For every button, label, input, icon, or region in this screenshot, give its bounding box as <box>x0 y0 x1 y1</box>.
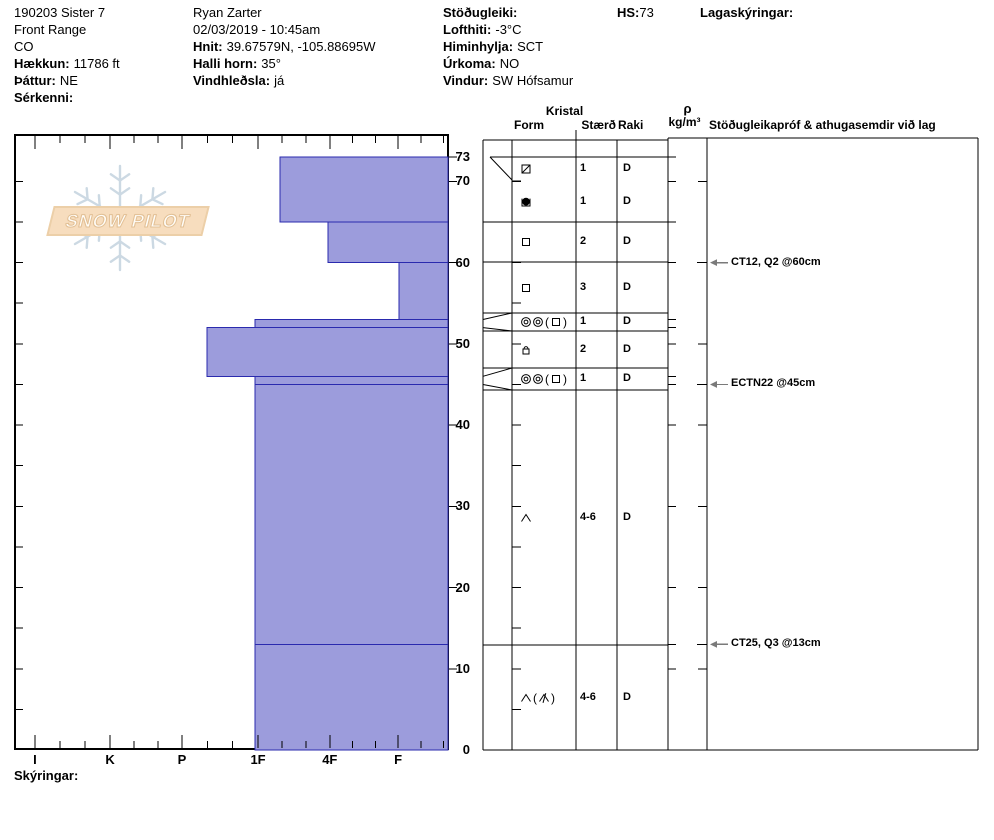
observation-datetime: 02/03/2019 - 10:45am <box>193 22 321 37</box>
layer-bar <box>254 383 449 645</box>
coords-label: Hnit: <box>193 39 223 54</box>
snowflake-arm <box>118 254 131 263</box>
special-line: Sérkenni: <box>14 89 120 106</box>
layer-leader-line <box>482 383 513 391</box>
snowflake-arm <box>85 235 89 249</box>
airtemp-value: -3°C <box>495 22 522 37</box>
snowflake-arm <box>139 194 143 208</box>
snowpilot-logo: SNOW PILOT <box>42 160 222 275</box>
special-label: Sérkenni: <box>14 90 74 105</box>
pit-range: Front Range <box>14 22 87 37</box>
observer-info-block: Ryan Zarter 02/03/2019 - 10:45am Hnit: 39… <box>193 4 376 89</box>
snow-height-label: HS: <box>617 5 640 20</box>
density-header-unit: kg/m³ <box>668 115 701 129</box>
aspect-value: NE <box>59 73 78 88</box>
snowflake-arm <box>109 254 122 263</box>
test-arrow-icon <box>710 640 717 648</box>
layer-leader-line <box>482 327 513 332</box>
wind-value: SW Hófsamur <box>492 73 574 88</box>
layer-bar <box>254 643 449 751</box>
wind-label: Vindur: <box>443 73 489 88</box>
windloading-value: já <box>274 73 285 88</box>
aspect-label: Þáttur: <box>14 73 56 88</box>
pit-id: 190203 Sister 7 <box>14 5 106 20</box>
snowflake-arm <box>85 187 89 201</box>
layer-bar <box>327 221 449 264</box>
airtemp-label: Lofthiti: <box>443 22 492 37</box>
snowflake-arm <box>151 198 164 206</box>
aspect-line: Þáttur: NE <box>14 72 120 89</box>
test-arrow-icon <box>710 259 717 267</box>
elevation-label: Hækkun: <box>14 56 70 71</box>
layer-bar <box>254 375 449 385</box>
snowflake-arm <box>151 187 155 201</box>
stability-label: Stöðugleiki: <box>443 5 518 20</box>
size-column-header: Stærð <box>581 118 616 132</box>
slope-angle-line: Halli horn: 35° <box>193 55 376 72</box>
form-column-header: Form <box>514 118 544 132</box>
sky-label: Himinhylja: <box>443 39 514 54</box>
layer-leader-line <box>482 312 513 320</box>
sky-line: Himinhylja: SCT <box>443 38 573 55</box>
layer-bar <box>254 318 449 329</box>
snowflake-arm <box>151 235 155 249</box>
coords-line: Hnit: 39.67579N, -105.88695W <box>193 38 376 55</box>
moisture-column-header: Raki <box>618 118 644 132</box>
windloading-line: Vindhleðsla: já <box>193 72 376 89</box>
slope-angle-label: Halli horn: <box>193 56 258 71</box>
coords-value: 39.67579N, -105.88695W <box>226 39 376 54</box>
layer-bar <box>398 262 449 320</box>
pit-state: CO <box>14 39 34 54</box>
slope-angle-value: 35° <box>261 56 281 71</box>
pit-info-block: 190203 Sister 7 Front Range CO Hækkun: 11… <box>14 4 120 106</box>
sky-value: SCT <box>517 39 544 54</box>
test-arrow-icon <box>710 381 717 388</box>
windloading-label: Vindhleðsla: <box>193 73 271 88</box>
density-header-rho: ρ <box>683 101 692 116</box>
wind-line: Vindur: SW Hófsamur <box>443 72 573 89</box>
snowflake-arm <box>76 198 89 206</box>
snowflake-arm <box>118 187 131 196</box>
snow-height-line: HS:73 <box>617 4 654 21</box>
precip-label: Úrkoma: <box>443 56 496 71</box>
stability-line: Stöðugleiki: <box>443 4 573 21</box>
precip-line: Úrkoma: NO <box>443 55 573 72</box>
observer-name: Ryan Zarter <box>193 5 262 20</box>
layer-notes-heading: Lagaskýringar: <box>700 5 794 20</box>
snow-height-value: 73 <box>639 5 654 20</box>
layer-bar <box>206 327 449 377</box>
snowflake-arm <box>118 240 131 249</box>
snowflake-arm <box>109 173 122 182</box>
airtemp-line: Lofthiti: -3°C <box>443 21 573 38</box>
precip-value: NO <box>499 56 520 71</box>
snowflake-arm <box>118 173 131 182</box>
elevation-line: Hækkun: 11786 ft <box>14 55 120 72</box>
layer-leader-line <box>482 367 513 377</box>
layer-leader-line <box>489 156 513 181</box>
layer-bar <box>279 156 449 223</box>
crystal-group-header: Kristal <box>545 104 584 118</box>
snowflake-arm <box>109 187 122 196</box>
snowflake-arm <box>109 240 122 249</box>
snowflake-arm <box>97 194 101 208</box>
weather-info-block: Stöðugleiki: Lofthiti: -3°C Himinhylja: SC… <box>443 4 573 89</box>
notes-heading: Skýringar: <box>14 768 79 783</box>
elevation-value: 11786 ft <box>73 56 120 71</box>
stability-tests-column-header: Stöðugleikapróf & athugasemdir við lag <box>709 118 936 132</box>
